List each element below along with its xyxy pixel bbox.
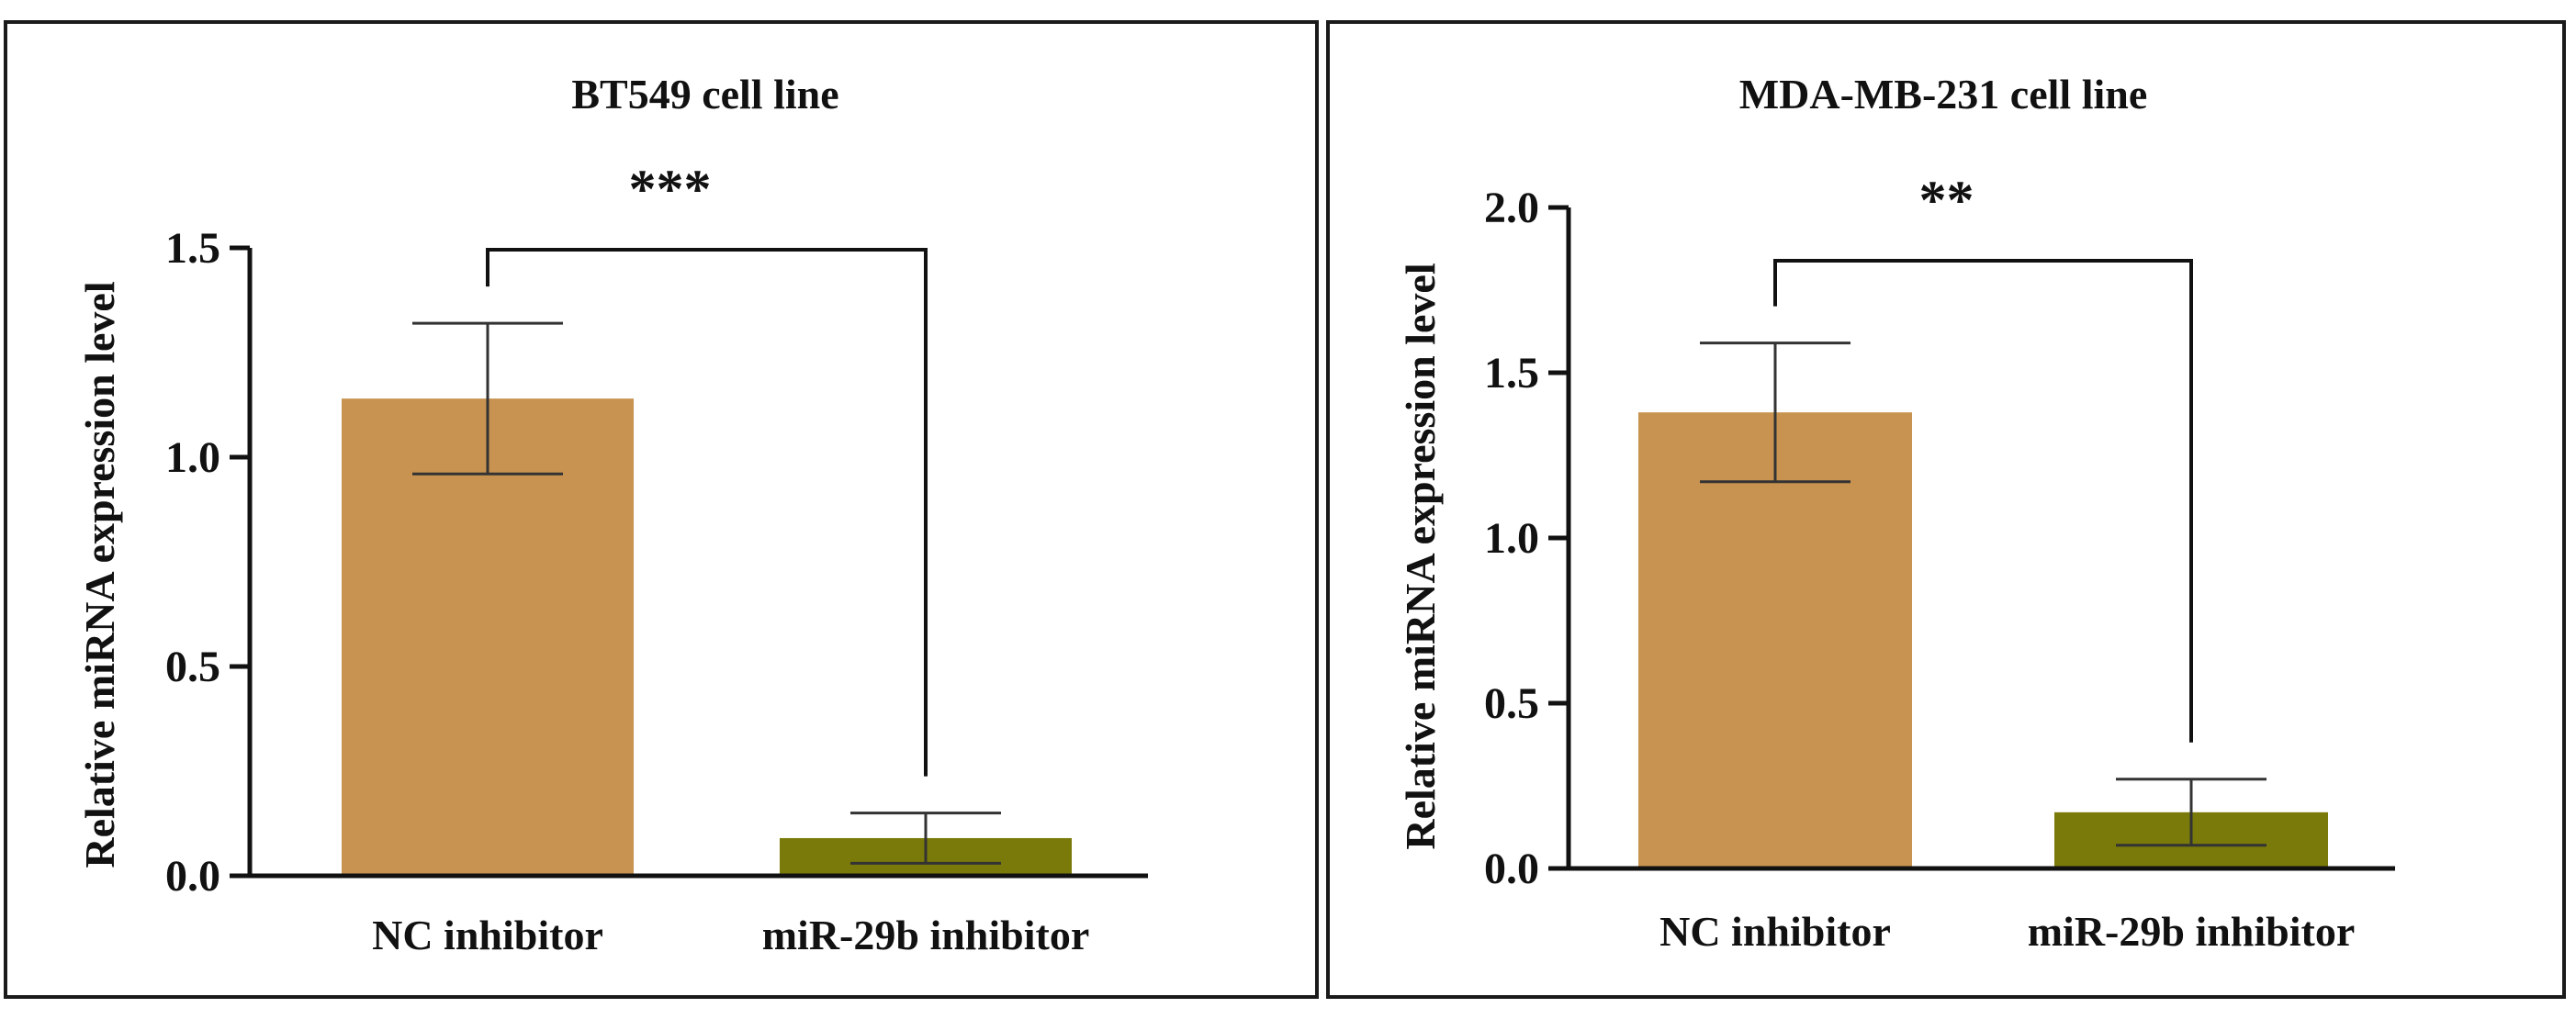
significance-label: *** <box>629 159 712 219</box>
chart-title: BT549 cell line <box>571 71 838 118</box>
y-axis-label: Relative miRNA expression level <box>1397 263 1444 849</box>
bar-nc-inhibitor <box>1638 412 1912 868</box>
y-tick-label: 2.0 <box>1484 184 1539 232</box>
x-tick-label: NC inhibitor <box>372 912 603 958</box>
bar-chart-mda-mb-231: MDA-MB-231 cell line Relative miRNA expre… <box>1397 71 2395 955</box>
y-tick-label: 0.5 <box>165 643 220 691</box>
y-axis-label: Relative miRNA expression level <box>76 281 123 868</box>
bar-nc-inhibitor <box>342 398 634 876</box>
x-tick-label: NC inhibitor <box>1659 908 1891 955</box>
y-tick-label: 0.0 <box>165 852 220 901</box>
y-tick-label: 1.0 <box>1484 514 1539 563</box>
y-tick-label: 1.0 <box>165 433 220 482</box>
y-tick-label: 1.5 <box>165 224 220 273</box>
bar-chart-bt549: BT549 cell line Relative miRNA expression… <box>76 71 1148 958</box>
y-tick-label: 0.5 <box>1484 679 1539 728</box>
significance-bracket <box>1773 259 2193 743</box>
x-tick-label: miR-29b inhibitor <box>2028 908 2356 955</box>
y-tick-label: 0.0 <box>1484 845 1539 893</box>
x-tick-label: miR-29b inhibitor <box>762 912 1090 958</box>
chart-title: MDA-MB-231 cell line <box>1739 71 2148 118</box>
chart-panel-mda-mb-231: MDA-MB-231 cell line Relative miRNA expre… <box>1326 20 2566 999</box>
chart-panel-bt549: BT549 cell line Relative miRNA expression… <box>4 20 1319 999</box>
y-tick-label: 1.5 <box>1484 349 1539 398</box>
significance-bracket <box>486 248 928 777</box>
significance-label: ** <box>1919 170 1974 230</box>
